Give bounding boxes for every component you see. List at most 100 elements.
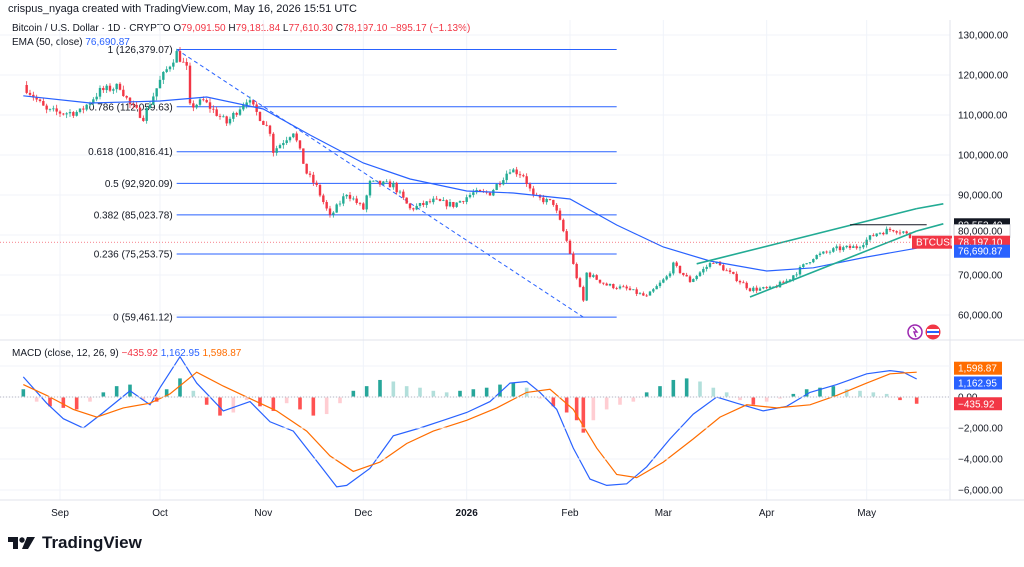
candle-body [875, 233, 878, 237]
ema-legend: EMA (50, close) 76,690.87 [12, 37, 130, 48]
macd-histogram-bar [391, 381, 396, 397]
candle-body [398, 191, 402, 193]
candle-body [865, 239, 868, 246]
candle-body [555, 204, 558, 211]
macd-legend: MACD (close, 12, 26, 9) −435.92 1,162.95… [12, 348, 241, 359]
fib-level-label: 0.786 (112,059.63) [89, 102, 173, 113]
macd-histogram-bar [458, 390, 462, 397]
candle-body [618, 286, 622, 289]
candle-body [292, 133, 295, 138]
candle-body [258, 111, 262, 121]
fib-level-label: 0.618 (100,816.41) [88, 147, 173, 158]
candle-body [695, 275, 698, 280]
candle-body [708, 263, 712, 267]
time-tick-label: Sep [51, 508, 69, 519]
macd-histogram-bar [831, 386, 836, 397]
candle-body [692, 279, 695, 282]
candle-body [108, 85, 112, 91]
macd-axis: 2,000.000.00−2,000.00−4,000.00−6,000.00 [0, 362, 1003, 497]
candle-body [418, 203, 422, 206]
price-tick-label: 60,000.00 [958, 311, 1003, 322]
candle-body [338, 203, 342, 205]
candle-body [728, 270, 732, 272]
macd-line [22, 355, 917, 488]
candle-body [468, 194, 472, 198]
macd-histogram-bar [418, 387, 422, 397]
macd-histogram-bar [618, 397, 622, 405]
candle-body [585, 272, 588, 301]
price-tick-label: 120,000.00 [958, 71, 1008, 82]
macd-histogram-bar [884, 393, 889, 397]
candle-body [395, 182, 398, 193]
macd-histogram-bar [898, 397, 902, 401]
candle-body [522, 175, 525, 177]
ema-label: EMA (50, close) [12, 37, 83, 48]
candle-body [195, 104, 198, 108]
candle-body [288, 137, 292, 141]
candle-body [755, 287, 758, 291]
candle-body [88, 103, 92, 105]
candle-body [315, 182, 318, 186]
macd-histogram-bar [338, 397, 342, 404]
macd-histogram-bar [858, 390, 862, 397]
candle-body [28, 92, 32, 95]
candle-body [412, 208, 415, 210]
close-value: 78,197.10 [343, 23, 388, 34]
candle-body [682, 272, 685, 275]
candle-body [832, 248, 835, 252]
candle-body [845, 245, 848, 248]
candle-body [622, 286, 625, 288]
macd-histogram-bar [178, 378, 182, 397]
candle-body [828, 251, 832, 253]
time-tick-label: Apr [759, 508, 775, 519]
candle-body [825, 251, 828, 253]
candle-body [278, 145, 282, 149]
ascending-channel [0, 203, 950, 298]
candle-body [495, 184, 498, 190]
macd-histogram-bar [581, 397, 586, 433]
macd-histogram-bar [114, 386, 119, 397]
candle-body [835, 246, 838, 249]
candle-body [578, 278, 582, 287]
macd-histogram-bar [671, 379, 676, 397]
candle-body [808, 262, 812, 264]
macd-tick-label: −6,000.00 [958, 486, 1003, 497]
candle-body [188, 65, 192, 104]
candle-body [62, 113, 65, 115]
price-tag: 80,000.00 [958, 227, 1003, 238]
candle-body [505, 173, 508, 181]
candle-body [142, 117, 145, 121]
candle-body [452, 201, 455, 207]
candle-body [615, 288, 618, 289]
candle-body [252, 100, 255, 105]
candle-body [238, 109, 242, 115]
candle-body [48, 108, 52, 110]
high-label: H [228, 23, 236, 34]
candle-body [852, 246, 855, 248]
candle-body [415, 205, 418, 210]
open-label: O [173, 23, 182, 34]
candle-body [788, 279, 792, 281]
candle-body [158, 79, 162, 89]
macd-histogram-bar [271, 397, 276, 411]
channel-lower-line [749, 230, 917, 298]
chart-tool-icons[interactable] [906, 323, 942, 346]
macd-histogram-bar [431, 390, 436, 397]
candle-body [512, 169, 515, 173]
candle-body [375, 180, 378, 182]
candle-body [368, 180, 372, 196]
candle-body [112, 89, 115, 91]
candle-body [105, 85, 108, 91]
tradingview-logo[interactable]: TradingView [8, 533, 142, 553]
candle-body [378, 180, 382, 185]
fib-level-label: 0.5 (92,920.09) [105, 179, 173, 190]
tradingview-logo-text: TradingView [42, 533, 142, 552]
candle-body [565, 231, 568, 241]
replay-icon[interactable] [906, 323, 942, 341]
fib-level-label: 0 (59,461.12) [113, 313, 173, 324]
candle-body [838, 246, 842, 251]
candle-body [675, 262, 678, 266]
candle-body [718, 261, 722, 266]
candle-body [218, 115, 222, 117]
